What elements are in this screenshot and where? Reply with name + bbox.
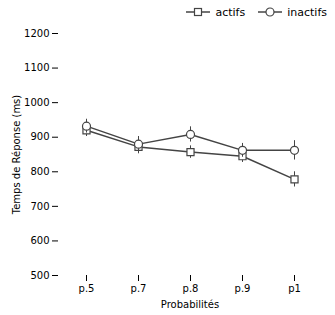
svg-text:900: 900 (30, 131, 49, 142)
svg-text:700: 700 (30, 201, 49, 212)
svg-text:p.5: p.5 (79, 283, 95, 294)
svg-text:Temps de Réponse (ms): Temps de Réponse (ms) (11, 95, 22, 216)
svg-text:p.7: p.7 (131, 283, 147, 294)
svg-text:800: 800 (30, 166, 49, 177)
svg-text:1000: 1000 (24, 97, 49, 108)
html-text:inactifs: inactifs (287, 5, 327, 19)
svg-text:p.8: p.8 (183, 283, 199, 294)
svg-text:1200: 1200 (24, 28, 49, 39)
svg-text:p.9: p.9 (235, 283, 251, 294)
svg-text:500: 500 (30, 270, 49, 281)
svg-text:1100: 1100 (24, 62, 49, 73)
svg-text:600: 600 (30, 235, 49, 246)
svg-text:p1: p1 (288, 283, 301, 294)
html-text:actifs: actifs (215, 5, 246, 19)
svg-text:Probabilités: Probabilités (161, 299, 219, 310)
